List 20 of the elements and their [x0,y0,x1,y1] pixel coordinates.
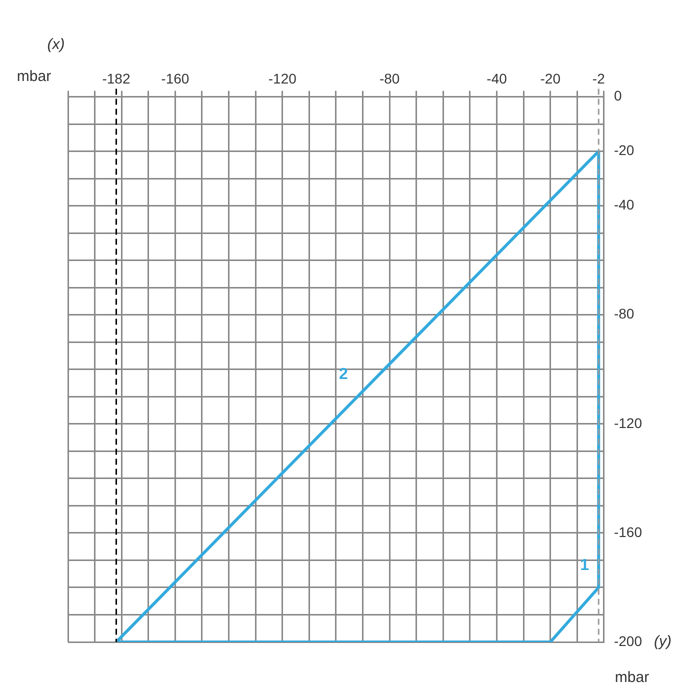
x-tick-label: -2 [592,70,606,86]
x-tick-label: -120 [268,70,297,86]
y-tick-label: -200 [614,632,642,649]
y-tick-label: -120 [614,414,642,431]
x-tick-label: -20 [540,70,561,86]
x-axis-title: (x) [47,36,65,53]
text: mbar [614,669,650,686]
y-axis-title: (y) [654,633,672,650]
y-tick-label: -40 [614,196,634,213]
series-label: 1 [580,556,590,574]
y-tick-label: 0 [614,88,622,104]
y-tick-label: -160 [614,524,642,540]
x-tick-label: -80 [379,70,400,86]
y-tick-label: -20 [614,142,634,158]
y-tick-label: -80 [614,306,634,322]
x-tick-label: -160 [161,70,190,86]
x-tick-label: -40 [486,70,508,86]
text: mbar [16,68,52,85]
x-tick-label: -182 [102,70,130,86]
series-label: 2 [338,366,348,384]
